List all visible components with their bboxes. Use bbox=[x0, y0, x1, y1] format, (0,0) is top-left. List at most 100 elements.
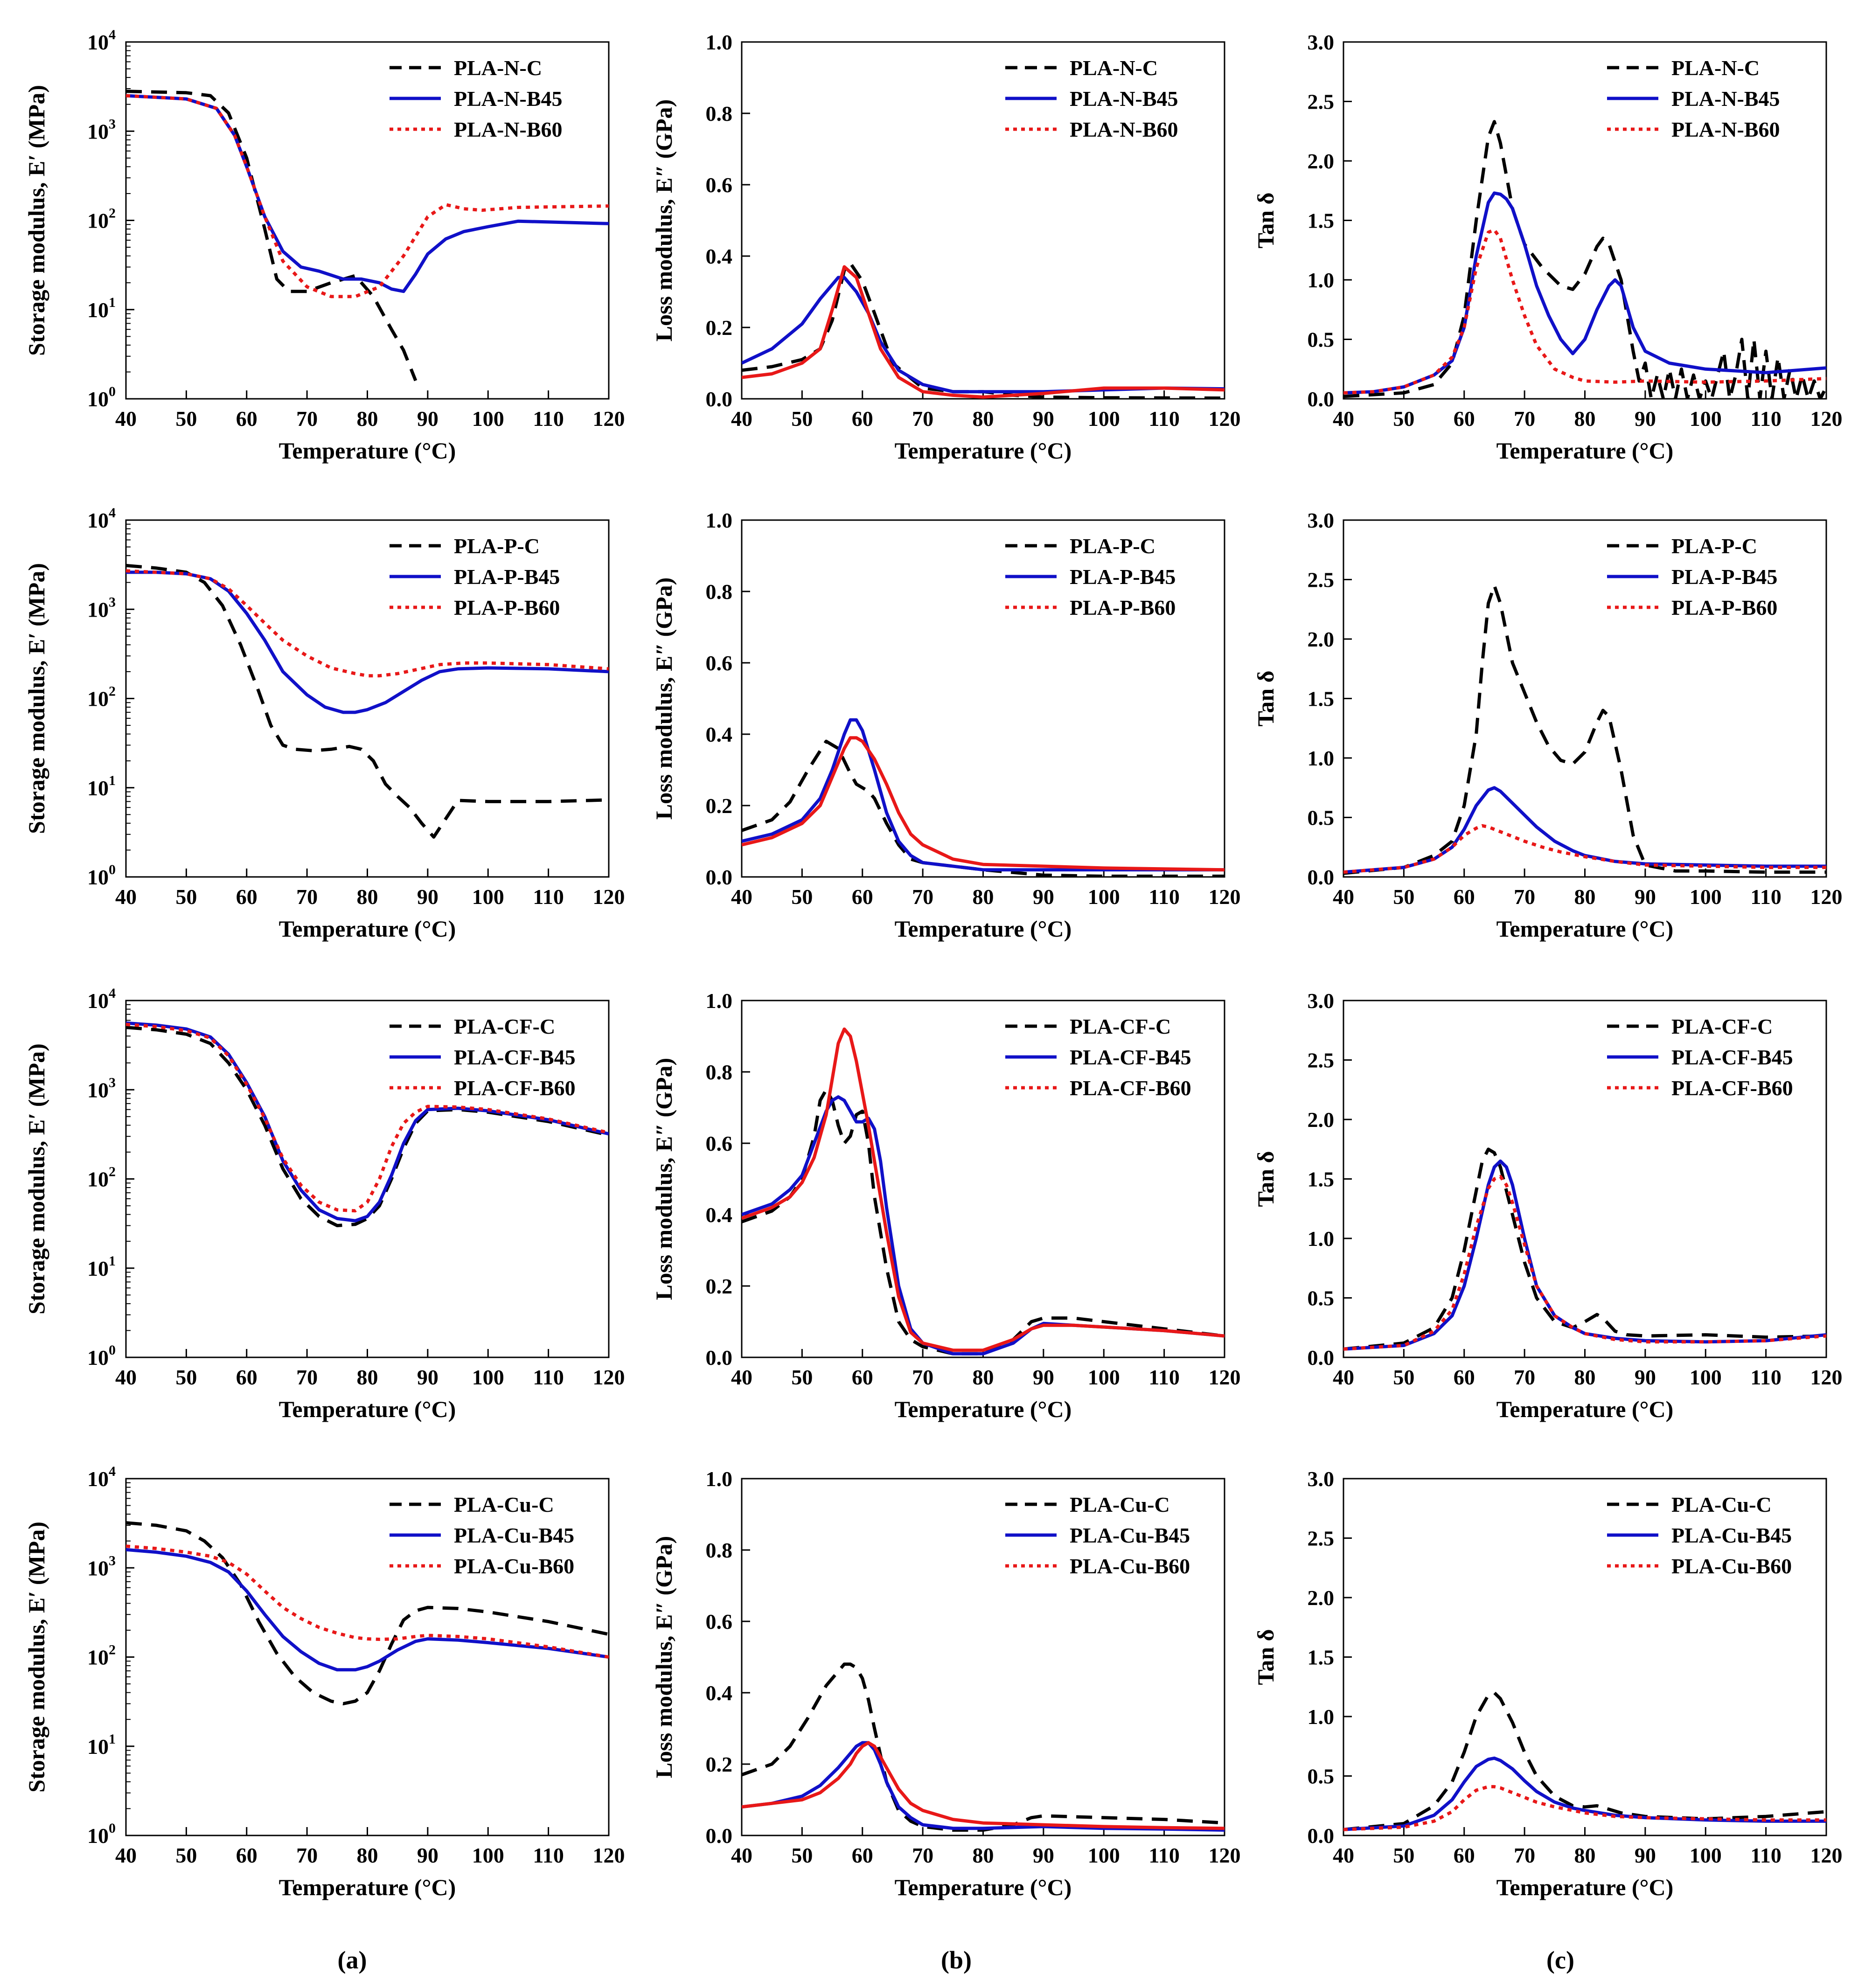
x-tick-label: 60 bbox=[852, 1365, 873, 1389]
series-line-b45 bbox=[1343, 786, 1826, 874]
x-tick-label: 100 bbox=[1690, 885, 1722, 909]
x-tick-label: 110 bbox=[1750, 1365, 1781, 1389]
x-tick-label: 50 bbox=[1393, 1365, 1414, 1389]
x-axis-title: Temperature (°C) bbox=[279, 916, 456, 942]
x-tick-label: 50 bbox=[175, 1365, 197, 1389]
y-tick-base: 10 bbox=[87, 209, 109, 233]
x-axis-title: Temperature (°C) bbox=[895, 1396, 1072, 1422]
y-tick-label: 3.0 bbox=[1308, 1467, 1335, 1491]
x-tick-label: 60 bbox=[1454, 1843, 1475, 1867]
x-axis-title: Temperature (°C) bbox=[1496, 1396, 1674, 1422]
series-line-b60 bbox=[126, 569, 609, 678]
y-tick-label: 2.5 bbox=[1308, 568, 1335, 592]
y-tick-label: 103 bbox=[87, 594, 116, 621]
y-tick-exponent: 4 bbox=[109, 986, 116, 1001]
x-tick-label: 100 bbox=[1690, 1843, 1722, 1867]
series-line-c bbox=[126, 1521, 609, 1705]
y-tick-base: 10 bbox=[87, 1346, 109, 1369]
x-tick-label: 100 bbox=[1088, 407, 1120, 431]
x-tick-label: 120 bbox=[593, 1365, 625, 1389]
series-line-c bbox=[1343, 1691, 1826, 1831]
y-axis-title: Loss modulus, E″ (GPa) bbox=[651, 577, 677, 820]
y-tick-label: 0.5 bbox=[1308, 328, 1335, 352]
y-tick-label: 2.0 bbox=[1308, 1586, 1335, 1610]
x-tick-label: 110 bbox=[533, 885, 564, 909]
x-tick-label: 40 bbox=[1333, 407, 1354, 431]
x-tick-label: 40 bbox=[731, 885, 752, 909]
legend-label: PLA-CF-B60 bbox=[1671, 1076, 1793, 1100]
y-tick-base: 10 bbox=[87, 298, 109, 322]
x-tick-label: 40 bbox=[1333, 1843, 1354, 1867]
x-tick-label: 60 bbox=[236, 407, 257, 431]
y-tick-base: 10 bbox=[87, 387, 109, 411]
x-tick-label: 110 bbox=[1750, 1843, 1781, 1867]
x-tick-label: 60 bbox=[236, 885, 257, 909]
y-tick-base: 10 bbox=[87, 119, 109, 143]
y-tick-label: 0.0 bbox=[1308, 1346, 1335, 1369]
y-tick-label: 101 bbox=[87, 1253, 116, 1280]
x-tick-label: 90 bbox=[417, 407, 438, 431]
y-tick-label: 0.0 bbox=[706, 1346, 733, 1369]
series-line-b45 bbox=[126, 570, 609, 714]
chart-P-tan: 40 50 60 70 80 90 100 110 120 0.0 0.5 1.0 1.5 2.0 2.5 3… bbox=[1253, 508, 1843, 942]
x-tick-label: 120 bbox=[1810, 407, 1843, 431]
y-tick-exponent: 2 bbox=[109, 1642, 116, 1658]
x-tick-label: 100 bbox=[472, 407, 504, 431]
y-tick-exponent: 3 bbox=[109, 1553, 116, 1568]
y-tick-base: 10 bbox=[87, 1467, 109, 1491]
y-axis-title: Loss modulus, E″ (GPa) bbox=[651, 1058, 677, 1300]
x-tick-label: 70 bbox=[912, 1365, 933, 1389]
column-label-a: (a) bbox=[338, 1946, 367, 1974]
legend-label: PLA-N-C bbox=[1070, 56, 1158, 80]
y-tick-label: 1.5 bbox=[1308, 1646, 1335, 1669]
series-line-b45 bbox=[742, 1741, 1225, 1832]
y-tick-label: 1.5 bbox=[1308, 687, 1335, 711]
legend-label: PLA-Cu-B45 bbox=[1070, 1523, 1190, 1547]
chart-N-tan: 40 50 60 70 80 90 100 110 120 0.0 0.5 1.0 1.5 2.0 2.5 3… bbox=[1253, 30, 1843, 464]
x-tick-label: 100 bbox=[1088, 885, 1120, 909]
y-tick-label: 2.0 bbox=[1308, 1108, 1335, 1132]
y-tick-label: 0.0 bbox=[1308, 387, 1335, 411]
series-line-c bbox=[1343, 1147, 1826, 1351]
y-tick-exponent: 1 bbox=[109, 1253, 116, 1269]
y-tick-exponent: 1 bbox=[109, 773, 116, 788]
y-tick-label: 0.5 bbox=[1308, 1286, 1335, 1310]
legend-label: PLA-P-C bbox=[1671, 534, 1757, 558]
y-tick-exponent: 3 bbox=[109, 116, 116, 132]
legend-label: PLA-N-B60 bbox=[454, 118, 563, 141]
y-tick-label: 0.2 bbox=[706, 1274, 733, 1298]
y-axis-title: Tan δ bbox=[1253, 192, 1279, 248]
x-tick-label: 90 bbox=[1033, 1843, 1054, 1867]
series-line-b45 bbox=[742, 718, 1225, 872]
y-tick-label: 101 bbox=[87, 295, 116, 322]
legend-label: PLA-Cu-B60 bbox=[454, 1554, 574, 1578]
y-tick-label: 100 bbox=[87, 1342, 116, 1369]
x-tick-label: 110 bbox=[533, 1365, 564, 1389]
series-line-b60 bbox=[1343, 228, 1826, 395]
x-tick-label: 50 bbox=[1393, 1843, 1414, 1867]
x-tick-label: 80 bbox=[1574, 885, 1596, 909]
y-tick-exponent: 0 bbox=[109, 1821, 116, 1836]
x-tick-label: 100 bbox=[1088, 1843, 1120, 1867]
y-tick-label: 0.5 bbox=[1308, 1765, 1335, 1788]
x-tick-label: 100 bbox=[472, 1843, 504, 1867]
legend-label: PLA-P-B45 bbox=[454, 565, 560, 589]
x-tick-label: 110 bbox=[533, 407, 564, 431]
y-axis-title: Tan δ bbox=[1253, 670, 1279, 726]
y-tick-base: 10 bbox=[87, 1646, 109, 1669]
series-line-c bbox=[126, 90, 418, 382]
y-tick-base: 10 bbox=[87, 598, 109, 621]
x-tick-label: 70 bbox=[296, 407, 318, 431]
x-tick-label: 90 bbox=[1635, 1843, 1656, 1867]
x-tick-label: 80 bbox=[1574, 1365, 1596, 1389]
y-tick-label: 103 bbox=[87, 1553, 116, 1580]
y-axis-title: Storage modulus, E′ (MPa) bbox=[23, 1522, 49, 1793]
y-tick-label: 100 bbox=[87, 384, 116, 411]
series-line-b60 bbox=[742, 1027, 1225, 1352]
series-line-c bbox=[742, 1088, 1225, 1355]
legend-label: PLA-N-C bbox=[1671, 56, 1760, 80]
x-tick-label: 60 bbox=[1454, 407, 1475, 431]
y-tick-label: 3.0 bbox=[1308, 30, 1335, 54]
y-tick-exponent: 4 bbox=[109, 27, 116, 42]
x-axis-title: Temperature (°C) bbox=[895, 916, 1072, 942]
